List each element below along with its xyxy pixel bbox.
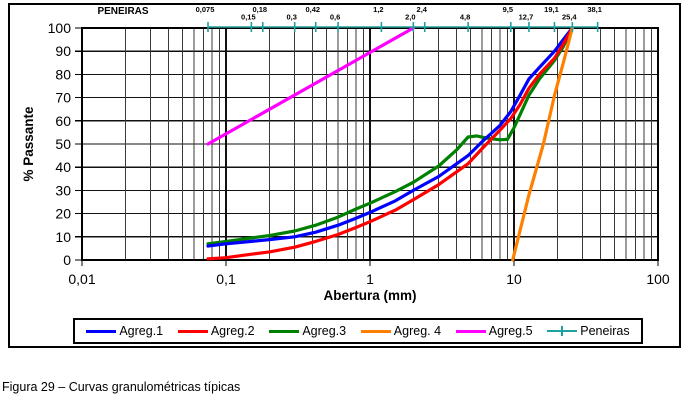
agreg1-line-swatch (86, 325, 117, 337)
agreg5-line-swatch (455, 325, 486, 337)
agreg4-line-swatch (360, 325, 391, 337)
legend-label: Agreg.2 (210, 324, 255, 338)
legend-label: Agreg.5 (488, 324, 533, 338)
legend-item-peneiras: Peneiras (547, 324, 630, 338)
figure-border (8, 3, 681, 348)
figure-caption: Figura 29 – Curvas granulométricas típic… (2, 380, 241, 394)
legend-item-agreg1: Agreg.1 (86, 324, 163, 338)
plus-marker-icon (561, 326, 564, 336)
peneiras-plus-swatch (547, 325, 578, 337)
legend-label: Agreg.1 (119, 324, 164, 338)
legend-label: Peneiras (580, 324, 630, 338)
chart-legend: Agreg.1 Agreg.2 Agreg.3 Agreg. 4 Agreg.5… (73, 318, 643, 344)
legend-item-agreg3: Agreg.3 (269, 324, 346, 338)
legend-item-agreg2: Agreg.2 (177, 324, 255, 338)
legend-item-agreg5: Agreg.5 (455, 324, 533, 338)
legend-label: Agreg. 4 (393, 324, 442, 338)
legend-item-agreg4: Agreg. 4 (360, 324, 442, 338)
agreg2-line-swatch (177, 325, 208, 337)
legend-label: Agreg.3 (302, 324, 347, 338)
agreg3-line-swatch (269, 325, 300, 337)
